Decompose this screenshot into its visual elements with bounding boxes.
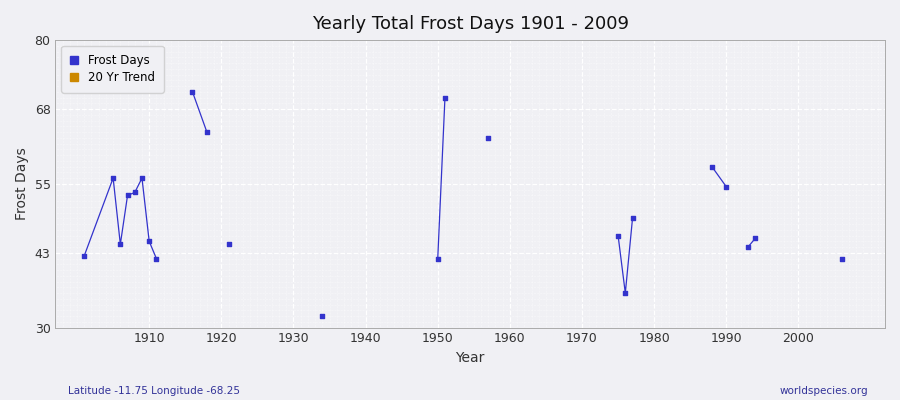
Point <box>315 313 329 319</box>
Point <box>106 175 121 181</box>
Point <box>121 192 135 198</box>
Point <box>128 189 142 196</box>
Point <box>618 290 633 296</box>
Point <box>626 215 640 222</box>
Point <box>437 94 452 101</box>
Point <box>149 255 164 262</box>
Point <box>142 238 157 244</box>
Point <box>113 241 128 248</box>
Point <box>748 235 762 242</box>
Legend: Frost Days, 20 Yr Trend: Frost Days, 20 Yr Trend <box>61 46 164 93</box>
Point <box>430 255 445 262</box>
Text: worldspecies.org: worldspecies.org <box>780 386 868 396</box>
Point <box>221 241 236 248</box>
Point <box>741 244 755 250</box>
Point <box>200 129 214 135</box>
X-axis label: Year: Year <box>455 351 485 365</box>
Point <box>834 255 849 262</box>
Point <box>611 232 625 239</box>
Point <box>719 184 733 190</box>
Point <box>705 163 719 170</box>
Y-axis label: Frost Days: Frost Days <box>15 148 29 220</box>
Point <box>185 89 200 95</box>
Text: Latitude -11.75 Longitude -68.25: Latitude -11.75 Longitude -68.25 <box>68 386 239 396</box>
Point <box>77 252 92 259</box>
Point <box>481 135 495 141</box>
Title: Yearly Total Frost Days 1901 - 2009: Yearly Total Frost Days 1901 - 2009 <box>311 15 629 33</box>
Point <box>135 175 149 181</box>
